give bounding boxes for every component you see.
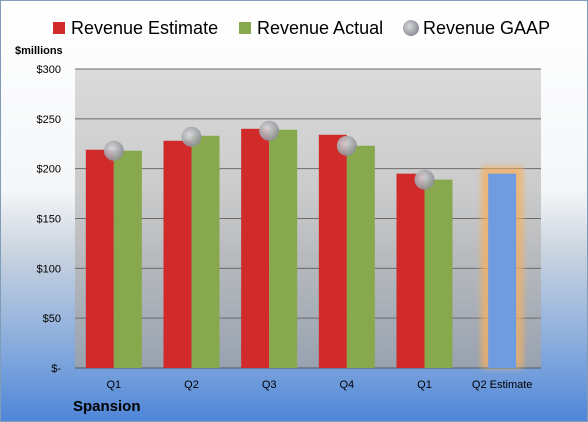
x-axis-ticks: Q1 Q2 Q3 Q4 Q1 Q2 Estimate	[106, 379, 532, 391]
bar-revenue-actual	[191, 135, 220, 368]
y-tick-label: $200	[37, 164, 61, 176]
y-axis-label: $millions	[15, 45, 63, 57]
y-tick-label: $250	[37, 114, 61, 126]
y-tick-label: $-	[51, 363, 61, 375]
gaap-markers	[103, 120, 435, 190]
bar-revenue-estimate	[163, 140, 192, 368]
marker-revenue-gaap	[336, 135, 357, 156]
bar-revenue-actual	[346, 145, 375, 368]
x-tick-label: Q2	[184, 379, 199, 391]
legend-label: Revenue Actual	[257, 18, 383, 38]
legend: Revenue Estimate Revenue Actual Revenue GA…	[53, 18, 550, 38]
bar-revenue-estimate	[85, 149, 114, 368]
y-axis-ticks: $- $50 $100 $150 $200 $250 $300	[37, 64, 62, 375]
bar-revenue-estimate	[396, 173, 425, 368]
bar-revenue-actual	[269, 129, 298, 368]
bar-revenue-estimate	[241, 128, 270, 368]
y-tick-label: $100	[37, 263, 61, 275]
legend-swatch	[53, 22, 65, 34]
y-tick-label: $50	[43, 313, 61, 325]
y-tick-label: $300	[37, 64, 61, 76]
x-tick-label: Q1	[106, 379, 121, 391]
bar-revenue-actual	[113, 150, 142, 368]
x-tick-label: Q1	[417, 379, 432, 391]
x-tick-label: Q2 Estimate	[472, 379, 533, 391]
bar-q2-estimate	[488, 173, 517, 368]
marker-revenue-gaap	[414, 169, 435, 190]
legend-swatch	[403, 20, 419, 36]
gridlines	[75, 68, 541, 369]
bars	[85, 128, 524, 368]
company-name: Spansion	[73, 398, 141, 415]
bar-revenue-actual	[424, 179, 453, 368]
bar-revenue-estimate	[318, 134, 347, 368]
legend-label: Revenue Estimate	[71, 18, 218, 38]
x-tick-label: Q3	[262, 379, 277, 391]
legend-label: Revenue GAAP	[423, 18, 550, 38]
legend-swatch	[239, 22, 251, 34]
marker-revenue-gaap	[181, 126, 202, 147]
y-tick-label: $150	[37, 214, 61, 226]
marker-revenue-gaap	[103, 140, 124, 161]
marker-revenue-gaap	[259, 120, 280, 141]
x-tick-label: Q4	[339, 379, 354, 391]
